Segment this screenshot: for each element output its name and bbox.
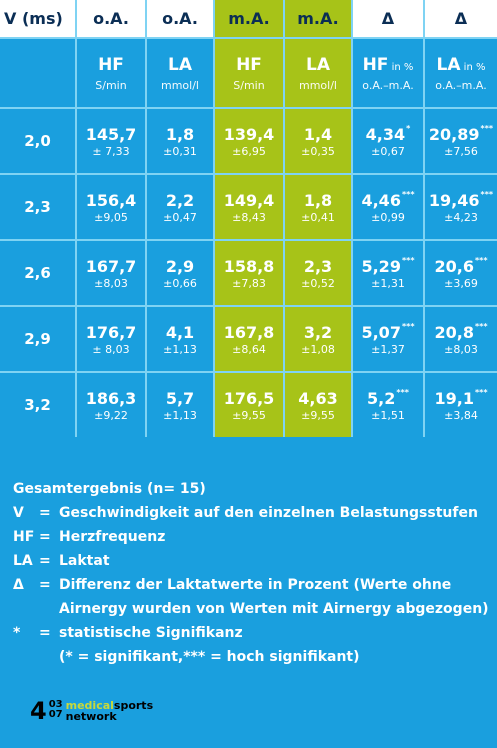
value-cell: 5,07*** ±1,37 bbox=[351, 305, 424, 372]
value-cell: 19,46*** ±4,23 bbox=[423, 173, 497, 240]
value-cell: 2,2 ±0,47 bbox=[145, 173, 214, 240]
results-table: V (ms) o.A. o.A. m.A. m.A. Δ Δ HF S/min L… bbox=[0, 0, 497, 437]
value-cell: 5,29*** ±1,31 bbox=[351, 239, 424, 306]
value-cell: 4,63 ±9,55 bbox=[283, 371, 352, 437]
speed-cell: 2,6 bbox=[0, 239, 76, 306]
value-cell: 139,4 ±6,95 bbox=[213, 107, 284, 174]
value-cell: 149,4 ±8,43 bbox=[213, 173, 284, 240]
table-header-row: V (ms) o.A. o.A. m.A. m.A. Δ Δ bbox=[0, 0, 497, 38]
value-cell: 5,2*** ±1,51 bbox=[351, 371, 424, 437]
table-row: 2,9 176,7 ± 8,03 4,1 ±1,13 167,8 ±8,64 3,2 ±… bbox=[0, 305, 497, 372]
table-row: 2,3 156,4 ±9,05 2,2 ±0,47 149,4 ±8,43 1,8 ±0… bbox=[0, 173, 497, 240]
header-v: V (ms) bbox=[0, 0, 76, 38]
table-row: 2,0 145,7 ± 7,33 1,8 ±0,31 139,4 ±6,95 1,4 ±… bbox=[0, 107, 497, 174]
unit-cell: LA mmol/l bbox=[145, 37, 214, 108]
value-cell: 186,3 ±9,22 bbox=[75, 371, 146, 437]
speed-cell: 2,3 bbox=[0, 173, 76, 240]
units-empty bbox=[0, 37, 76, 108]
unit-cell: HF in % o.A.–m.A. bbox=[351, 37, 424, 108]
table-row: 3,2 186,3 ±9,22 5,7 ±1,13 176,5 ±9,55 4,63 ±… bbox=[0, 371, 497, 437]
legend-continuation: (* = signifikant,*** = hoch signifikant) bbox=[59, 649, 360, 665]
legend-item: V = Geschwindigkeit auf den einzelnen Bela… bbox=[13, 505, 478, 521]
issue-number: 03 07 bbox=[48, 699, 63, 720]
legend-item: * = statistische Signifikanz bbox=[13, 625, 243, 641]
speed-cell: 2,0 bbox=[0, 107, 76, 174]
value-cell: 1,8 ±0,31 bbox=[145, 107, 214, 174]
value-cell: 1,4 ±0,35 bbox=[283, 107, 352, 174]
value-cell: 167,7 ±8,03 bbox=[75, 239, 146, 306]
value-cell: 3,2 ±1,08 bbox=[283, 305, 352, 372]
unit-cell: LA in % o.A.–m.A. bbox=[423, 37, 497, 108]
brand-logo: medicalsports network bbox=[65, 699, 154, 723]
footer: 4 03 07 medicalsports network bbox=[30, 697, 154, 725]
value-cell: 4,1 ±1,13 bbox=[145, 305, 214, 372]
value-cell: 20,89*** ±7,56 bbox=[423, 107, 497, 174]
speed-cell: 3,2 bbox=[0, 371, 76, 437]
header-oa-hf: o.A. bbox=[75, 0, 146, 38]
value-cell: 176,7 ± 8,03 bbox=[75, 305, 146, 372]
legend-item: HF = Herzfrequenz bbox=[13, 529, 166, 545]
legend-continuation: Airnergy wurden von Werten mit Airnergy … bbox=[59, 601, 489, 617]
value-cell: 5,7 ±1,13 bbox=[145, 371, 214, 437]
legend: Gesamtergebnis (n= 15) V = Geschwindigkeit… bbox=[13, 477, 493, 669]
value-cell: 145,7 ± 7,33 bbox=[75, 107, 146, 174]
page-number: 4 bbox=[30, 697, 47, 725]
value-cell: 19,1*** ±3,84 bbox=[423, 371, 497, 437]
value-cell: 4,46*** ±0,99 bbox=[351, 173, 424, 240]
legend-item: Δ = Differenz der Laktatwerte in Prozent (… bbox=[13, 577, 452, 593]
value-cell: 2,3 ±0,52 bbox=[283, 239, 352, 306]
legend-title: Gesamtergebnis (n= 15) bbox=[13, 481, 206, 497]
header-oa-la: o.A. bbox=[145, 0, 214, 38]
value-cell: 20,6*** ±3,69 bbox=[423, 239, 497, 306]
legend-item: LA = Laktat bbox=[13, 553, 110, 569]
header-delta-la: Δ bbox=[423, 0, 497, 38]
value-cell: 158,8 ±7,83 bbox=[213, 239, 284, 306]
value-cell: 156,4 ±9,05 bbox=[75, 173, 146, 240]
unit-cell: LA mmol/l bbox=[283, 37, 352, 108]
header-ma-hf: m.A. bbox=[213, 0, 284, 38]
value-cell: 4,34* ±0,67 bbox=[351, 107, 424, 174]
unit-cell: HF S/min bbox=[75, 37, 146, 108]
header-ma-la: m.A. bbox=[283, 0, 352, 38]
value-cell: 2,9 ±0,66 bbox=[145, 239, 214, 306]
units-row: HF S/min LA mmol/l HF S/min LA mmol/l HF in … bbox=[0, 37, 497, 108]
speed-cell: 2,9 bbox=[0, 305, 76, 372]
value-cell: 20,8*** ±8,03 bbox=[423, 305, 497, 372]
table-row: 2,6 167,7 ±8,03 2,9 ±0,66 158,8 ±7,83 2,3 ±0… bbox=[0, 239, 497, 306]
value-cell: 167,8 ±8,64 bbox=[213, 305, 284, 372]
unit-cell: HF S/min bbox=[213, 37, 284, 108]
value-cell: 176,5 ±9,55 bbox=[213, 371, 284, 437]
header-delta-hf: Δ bbox=[351, 0, 424, 38]
value-cell: 1,8 ±0,41 bbox=[283, 173, 352, 240]
